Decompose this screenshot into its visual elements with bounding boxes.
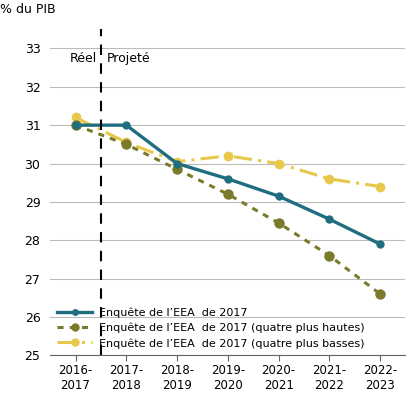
Text: Projeté: Projeté <box>107 51 150 64</box>
Text: Réel: Réel <box>70 51 97 64</box>
Legend: Enquête de l’EEA  de 2017, Enquête de l’EEA  de 2017 (quatre plus hautes), Enquê: Enquête de l’EEA de 2017, Enquête de l’E… <box>52 303 369 353</box>
Text: % du PIB: % du PIB <box>0 3 56 16</box>
